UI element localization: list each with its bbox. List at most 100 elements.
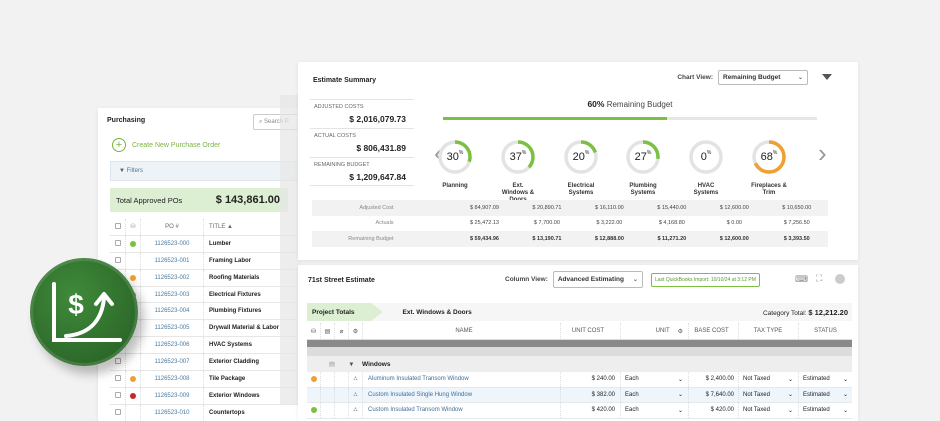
item-name-link[interactable]: Custom Insulated Transom Window	[363, 403, 561, 418]
caret-down-icon: ▼	[119, 168, 127, 174]
category-ring[interactable]: 20% Electrical Systems	[562, 138, 600, 197]
po-number-link[interactable]: 1126523-006	[141, 337, 204, 354]
po-number-link[interactable]: 1126523-001	[141, 252, 204, 269]
category-ring[interactable]: 27% Plumbing Systems	[624, 138, 662, 197]
create-purchase-order-button[interactable]: + Create New Purchase Order	[112, 138, 220, 152]
row-checkbox[interactable]	[114, 256, 121, 263]
select-all-checkbox[interactable]	[114, 222, 121, 229]
category-total-value: $ 12,212.20	[808, 307, 848, 317]
keyboard-icon[interactable]: ⌨	[795, 274, 808, 284]
category-ring[interactable]: 30% Planning	[436, 138, 474, 190]
title-header[interactable]: TITLE ▲	[209, 223, 233, 230]
chevron-down-icon: ⌄	[677, 376, 683, 383]
unit-cost-cell[interactable]: $ 240.00	[561, 372, 621, 387]
po-number-link[interactable]: 1126523-010	[141, 404, 204, 421]
ring-percent: 68	[760, 151, 773, 163]
po-title: Tile Package	[209, 375, 246, 382]
tab-category[interactable]: Ext. Windows & Doors	[402, 308, 472, 316]
tax-type-select[interactable]: Not Taxed ⌄	[739, 387, 799, 402]
status-dot-icon	[130, 392, 136, 399]
po-number-link[interactable]: 1126523-002	[141, 269, 204, 286]
search-input[interactable]: ⌕ Search P	[253, 114, 298, 130]
tax-type-header[interactable]: TAX TYPE	[739, 323, 799, 339]
status-header[interactable]: STATUS	[814, 328, 837, 334]
chart-view: Chart View: Remaining Budget ⌄	[677, 70, 808, 85]
fullscreen-icon[interactable]: ⛶	[816, 273, 823, 283]
po-number-link[interactable]: 1126523-009	[141, 387, 204, 404]
po-row[interactable]: 1126523-007 Exterior Cladding	[110, 354, 298, 372]
chart-view-select[interactable]: Remaining Budget ⌄	[718, 70, 808, 85]
po-row[interactable]: 1126523-001 Framing Labor	[110, 252, 298, 270]
po-header[interactable]: PO #	[141, 219, 204, 235]
po-row[interactable]: 1126523-002 Roofing Materials	[110, 269, 298, 287]
po-row[interactable]: 1126523-008 Tile Package	[110, 371, 298, 388]
chevron-down-icon: ⌄	[787, 376, 793, 383]
more-icon[interactable]	[835, 274, 845, 284]
unit-cost-cell[interactable]: $ 420.00	[561, 403, 621, 418]
po-number-link[interactable]: 1126523-007	[141, 354, 204, 371]
po-row[interactable]: 1126523-006 HVAC Systems	[110, 337, 298, 355]
po-title: Electrical Fixtures	[209, 291, 261, 298]
unit-header[interactable]: UNIT	[655, 328, 670, 334]
po-row[interactable]: 1126523-009 Exterior Windows	[110, 387, 298, 405]
po-number-link[interactable]: 1126523-005	[141, 320, 204, 337]
unit-select[interactable]: Each ⌄	[621, 372, 689, 387]
po-number-link[interactable]: 1126523-003	[141, 286, 204, 303]
unit-cost-header[interactable]: UNIT COST	[561, 323, 621, 339]
po-number-link[interactable]: 1126523-000	[141, 235, 204, 252]
total-label: Total Approved POs	[116, 195, 183, 205]
settings-gear-icon[interactable]: ⚙	[349, 323, 363, 339]
category-ring[interactable]: 37% Ext. Windows & Doors	[499, 138, 537, 205]
prev-arrow-icon[interactable]: ‹	[434, 138, 443, 168]
po-row[interactable]: 1126523-003 Electrical Fixtures	[110, 286, 298, 304]
category-ring[interactable]: 68% Fireplaces & Trim	[750, 138, 788, 197]
estimate-rows: ⛼ Aluminum Insulated Transom Window $ 24…	[307, 372, 852, 419]
row-checkbox[interactable]	[114, 239, 121, 246]
unit-select[interactable]: Each ⌄	[621, 387, 689, 402]
po-number-link[interactable]: 1126523-004	[141, 303, 204, 320]
name-header[interactable]: NAME	[363, 323, 561, 339]
item-name-link[interactable]: Aluminum Insulated Transom Window	[363, 372, 561, 387]
row-checkbox[interactable]	[114, 358, 121, 365]
filters-toggle[interactable]: ▼ Filters	[110, 161, 298, 181]
base-cost-header[interactable]: BASE COST	[689, 323, 739, 339]
chevron-down-icon: ⌄	[842, 392, 848, 399]
po-row[interactable]: 1126523-010 Countertops	[110, 404, 298, 421]
tax-type-select[interactable]: Not Taxed ⌄	[739, 403, 799, 418]
estimate-row[interactable]: ⛼ Custom Insulated Transom Window $ 420.…	[307, 403, 852, 419]
unit-select[interactable]: Each ⌄	[621, 403, 689, 418]
status-select[interactable]: Estimated ⌄	[799, 403, 852, 418]
caret-down-icon[interactable]: ▾	[349, 361, 353, 368]
row-checkbox[interactable]	[114, 374, 121, 381]
status-select[interactable]: Estimated ⌄	[799, 372, 852, 387]
po-row[interactable]: 1126523-005 Drywall Material & Labor	[110, 320, 298, 338]
po-number-link[interactable]: 1126523-008	[141, 371, 204, 387]
panel-shadow	[280, 95, 298, 405]
cost-row-adjusted: Adjusted Cost $ 84,907.09 $ 20,890.71 $ 16,…	[312, 200, 828, 216]
row-checkbox[interactable]	[114, 391, 121, 398]
category-ring[interactable]: 0% HVAC Systems	[687, 138, 725, 197]
unit-gear-icon[interactable]: ⚙	[677, 328, 683, 335]
row-checkbox[interactable]	[114, 408, 121, 415]
group-row-windows[interactable]: ▤ ▾ Windows	[307, 356, 852, 372]
unit-value: Each	[625, 391, 639, 398]
tax-type-select[interactable]: Not Taxed ⌄	[739, 372, 799, 387]
estimate-row[interactable]: ⛼ Aluminum Insulated Transom Window $ 24…	[307, 372, 852, 388]
po-row[interactable]: 1126523-000 Lumber	[110, 235, 298, 253]
svg-text:$: $	[68, 289, 84, 320]
column-view-select[interactable]: Advanced Estimating ⌄	[552, 271, 643, 288]
item-name-link[interactable]: Custom Insulated Single Hung Window	[363, 387, 561, 402]
po-row[interactable]: 1126523-004 Plumbing Fixtures	[110, 303, 298, 321]
quickbooks-import-badge[interactable]: Last QuickBooks Import: 10/10/24 at 3:12…	[651, 273, 760, 287]
column-view-label: Column View:	[505, 276, 548, 283]
next-arrow-icon[interactable]: ›	[818, 138, 827, 168]
tab-project-totals[interactable]: Project Totals	[307, 303, 383, 321]
collapse-triangle-icon[interactable]	[822, 74, 832, 80]
column-view-value: Advanced Estimating	[557, 276, 624, 283]
status-select[interactable]: Estimated ⌄	[799, 388, 852, 403]
estimate-row[interactable]: ⛼ Custom Insulated Single Hung Window $ …	[307, 387, 852, 403]
unit-cost-cell[interactable]: $ 382.00	[561, 387, 621, 402]
group-name: Windows	[362, 360, 391, 368]
ring-chart	[564, 140, 598, 174]
cost-cell: $ 11,271.20	[657, 235, 687, 242]
